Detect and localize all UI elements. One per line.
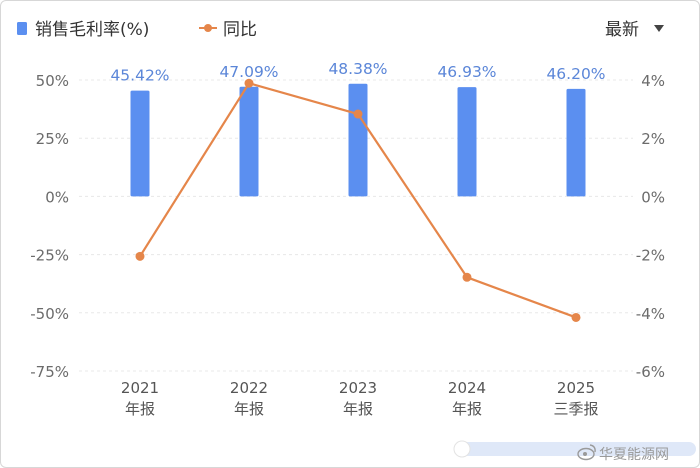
right-axis-tick-label: -6% [636, 363, 665, 381]
bar-value-label: 45.42% [110, 67, 169, 85]
x-axis: 2021 年报 2022 年报 2023 年报 2024 年报 2025 三季报 [121, 379, 599, 418]
bar[interactable] [566, 88, 586, 197]
x-axis-period-label: 年报 [125, 400, 155, 418]
watermark-text: 华夏能源网 [599, 447, 669, 463]
left-axis-tick-label: -50% [30, 305, 69, 323]
bar-value-label: 46.20% [546, 65, 605, 83]
left-axis: 50% 25% 0% -25% -50% -75% [30, 72, 69, 381]
left-axis-tick-label: -25% [30, 247, 69, 265]
slider-track[interactable] [456, 442, 696, 456]
left-axis-tick-label: -75% [30, 363, 69, 381]
x-axis-year-label: 2023 [339, 379, 377, 397]
yoy-point[interactable] [244, 78, 254, 88]
legend-line-marker [204, 24, 212, 32]
right-axis-tick-label: 0% [641, 188, 665, 206]
bar[interactable] [130, 90, 150, 197]
weibo-icon [577, 444, 596, 461]
right-axis-tick-label: -2% [636, 247, 665, 265]
slider-handle[interactable] [453, 440, 471, 458]
right-axis-tick-label: 4% [641, 72, 665, 90]
watermark: 华夏能源网 [577, 444, 669, 463]
right-axis: 4% 2% 0% -2% -4% -6% [636, 72, 665, 381]
x-axis-period-label: 年报 [234, 400, 264, 418]
x-axis-year-label: 2021 [121, 379, 159, 397]
left-axis-tick-label: 50% [36, 72, 69, 90]
bar-value-label: 46.93% [437, 63, 496, 81]
scroll-slider[interactable] [453, 440, 696, 458]
left-axis-tick-label: 0% [45, 188, 69, 206]
bar-value-label: 48.38% [328, 60, 387, 78]
yoy-point[interactable] [135, 251, 145, 261]
bar[interactable] [348, 83, 368, 197]
yoy-point[interactable] [462, 272, 472, 282]
bar-series: 45.42% 47.09% 48.38% 46.93% 46.20% [110, 60, 606, 197]
yoy-point[interactable] [353, 109, 363, 119]
x-axis-year-label: 2024 [448, 379, 486, 397]
legend-line-label: 同比 [223, 20, 257, 40]
bar-value-label: 47.09% [219, 63, 278, 81]
left-axis-tick-label: 25% [36, 130, 69, 148]
caret-down-icon [654, 25, 664, 32]
legend-bar-swatch [17, 22, 27, 35]
latest-dropdown-label: 最新 [605, 20, 639, 40]
bar[interactable] [457, 87, 477, 197]
x-axis-period-label: 年报 [452, 400, 482, 418]
yoy-point[interactable] [571, 312, 581, 322]
legend[interactable]: 销售毛利率(%) 同比 [17, 20, 257, 40]
x-axis-period-label: 三季报 [553, 400, 598, 418]
right-axis-tick-label: -4% [636, 305, 665, 323]
legend-bar-label: 销售毛利率(%) [35, 20, 149, 40]
right-axis-tick-label: 2% [641, 130, 665, 148]
line-series [135, 78, 581, 322]
bar[interactable] [239, 86, 259, 197]
latest-dropdown[interactable]: 最新 [605, 20, 664, 40]
x-axis-year-label: 2025 [557, 379, 595, 397]
x-axis-period-label: 年报 [343, 400, 373, 418]
x-axis-year-label: 2022 [230, 379, 268, 397]
